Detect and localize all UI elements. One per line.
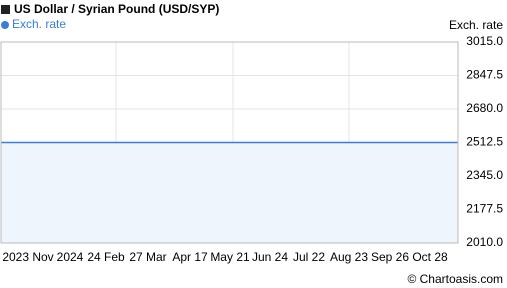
y-tick-label: 2680.0 xyxy=(466,101,503,115)
footer: © Chartoasis.com xyxy=(407,272,503,286)
y-tick-label: 2847.5 xyxy=(466,68,503,82)
x-tick-label: 2023 Nov xyxy=(2,250,53,264)
x-tick-label: Oct 28 xyxy=(412,250,448,264)
area xyxy=(1,142,458,243)
y-tick-label: 2345.0 xyxy=(466,168,503,182)
x-tick-label: 24 Feb xyxy=(87,250,125,264)
plot-frame xyxy=(0,41,459,244)
chart-title: US Dollar / Syrian Pound (USD/SYP) xyxy=(14,2,219,16)
x-tick-label: Sep 26 xyxy=(371,250,409,264)
title-icon xyxy=(1,5,10,14)
x-tick-label: Jul 22 xyxy=(293,250,325,264)
y-axis-title: Exch. rate xyxy=(449,18,503,32)
x-tick-label: Jun 24 xyxy=(252,250,288,264)
x-tick-label: 27 Mar xyxy=(129,250,166,264)
y-tick-label: 2177.5 xyxy=(466,202,503,216)
x-tick-label: May 21 xyxy=(210,250,250,264)
x-tick-label: Apr 17 xyxy=(172,250,208,264)
y-tick-label: 3015.0 xyxy=(466,34,503,48)
y-tick-label: 2010.0 xyxy=(466,235,503,249)
legend-label: Exch. rate xyxy=(12,17,66,31)
legend-marker xyxy=(1,21,9,29)
x-tick-label: 2024 xyxy=(57,250,84,264)
x-tick-label: Aug 23 xyxy=(330,250,368,264)
y-tick-label: 2512.5 xyxy=(466,135,503,149)
